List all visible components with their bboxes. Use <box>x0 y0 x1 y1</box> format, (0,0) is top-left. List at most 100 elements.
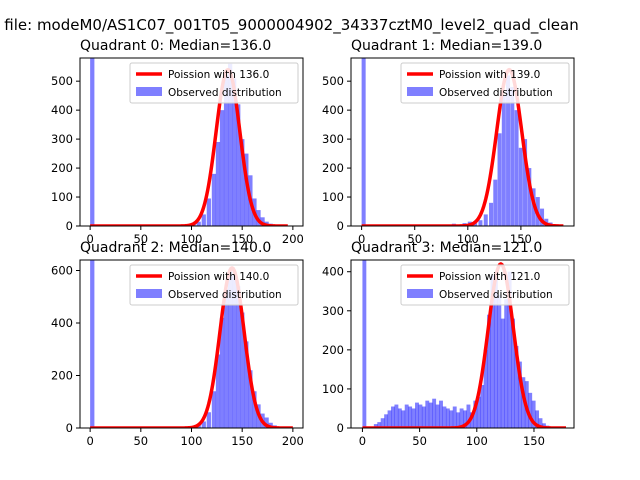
quadrant-2-legend: Poission with 140.0 Observed distribution <box>129 264 299 306</box>
quadrant-3-hist-bar-15 <box>421 406 426 428</box>
quadrant-3-hist-bar-38 <box>500 318 505 428</box>
quadrant-0-hist-bar-14 <box>240 139 245 226</box>
quadrant-3-hist-bar-2 <box>377 422 382 428</box>
quadrant-3-hist-bar-4 <box>384 414 389 428</box>
quadrant-3-hist-bar-30 <box>473 400 478 428</box>
quadrant-0-hist-bar-10 <box>223 75 229 226</box>
quadrant-3-hist-bar-17 <box>428 402 433 428</box>
quadrant-0-panel: Quadrant 0: Median=136.0 0 50 100 150 200 0 100… <box>51 38 304 246</box>
quadrant-3-legend-frame <box>400 264 570 306</box>
quadrant-3-panel: Quadrant 3: Median=121.0 0 50 100 150 0 100 200… <box>322 240 575 448</box>
quadrant-2-hist-bar-11 <box>227 270 233 428</box>
quadrant-1-ytick-label-2: 200 <box>322 161 344 175</box>
quadrant-0-legend: Poission with 136.0 Observed distribution <box>129 62 299 104</box>
quadrant-3-ytick-label-4: 400 <box>322 265 344 279</box>
quadrant-3-hist-bar-46 <box>528 392 533 428</box>
quadrant-1-hist-bar-17 <box>518 147 523 226</box>
quadrant-3-hist-bar-6 <box>391 406 395 428</box>
quadrant-3-hist-bar-41 <box>511 318 515 428</box>
quadrant-1-hist-bar-10 <box>489 202 494 226</box>
quadrant-0-hist-bar-6 <box>206 198 211 226</box>
quadrant-3-hist-bar-8 <box>397 408 402 428</box>
quadrant-0-legend-observed-label: Observed distribution <box>168 87 282 99</box>
quadrant-0-ytick-label-0: 0 <box>66 219 73 233</box>
quadrant-3-legend-observed-label: Observed distribution <box>439 289 553 301</box>
quadrant-2-plot-area <box>89 260 298 428</box>
quadrant-1-ytick-label-4: 400 <box>322 103 344 117</box>
quadrant-1-title: Quadrant 1: Median=139.0 <box>351 38 542 54</box>
quadrant-1-xtick-label-1: 50 <box>407 232 422 246</box>
quadrant-0-ytick-label-2: 200 <box>51 161 73 175</box>
subplot-grid: Quadrant 0: Median=136.0 0 50 100 150 200 0 100… <box>51 38 575 448</box>
quadrant-3-hist-bar-47 <box>531 400 536 428</box>
quadrant-0-hist-bar-5 <box>201 214 206 226</box>
quadrant-3-hist-bar-22 <box>445 408 450 428</box>
quadrant-1-xtick-label-2: 100 <box>457 232 479 246</box>
quadrant-2-hist-bar-6 <box>206 412 211 428</box>
quadrant-0-xtick-label-1: 50 <box>133 232 148 246</box>
quadrant-3-hist-bar-28 <box>466 404 471 428</box>
quadrant-2-xtick-label-3: 150 <box>231 434 253 448</box>
quadrant-1-hist-bar-7 <box>473 223 478 226</box>
quadrant-1-legend: Poission with 139.0 Observed distribution <box>400 62 570 104</box>
quadrant-0-hist-bar-19 <box>260 217 265 226</box>
quadrant-2-hist-bar-12 <box>232 275 237 428</box>
quadrant-0-hist-bar-13 <box>236 104 241 226</box>
quadrant-1-ytick-label-5: 500 <box>322 74 344 88</box>
quadrant-1-hist-bar-16 <box>514 110 519 226</box>
quadrant-3-hist-bar-37 <box>497 295 502 428</box>
quadrant-3-legend: Poission with 121.0 Observed distribution <box>400 264 570 306</box>
quadrant-0-title: Quadrant 0: Median=136.0 <box>80 38 271 54</box>
quadrant-1-legend-frame <box>400 62 570 104</box>
quadrant-3-hist-bar-7 <box>394 404 399 428</box>
quadrant-3-hist-bar-31 <box>476 396 481 428</box>
quadrant-2-title: Quadrant 2: Median=140.0 <box>80 240 271 256</box>
quadrant-3-hist-bar-12 <box>411 408 416 428</box>
quadrant-2-ytick-label-2: 400 <box>51 316 73 330</box>
quadrant-1-xtick-label-0: 0 <box>358 232 365 246</box>
quadrant-3-hist-bar-0 <box>362 260 367 428</box>
quadrant-2-hist-bar-13 <box>236 286 241 428</box>
quadrant-2-legend-observed-label: Observed distribution <box>168 289 282 301</box>
quadrant-1-ytick-label-1: 100 <box>322 190 344 204</box>
quadrant-3-hist-bar-20 <box>439 400 443 428</box>
quadrant-3-hist-bar-21 <box>442 406 447 428</box>
quadrant-2-xtick-label-2: 100 <box>181 434 203 448</box>
quadrant-0-legend-poisson-label: Poission with 136.0 <box>168 69 269 81</box>
quadrant-0-xtick-label-0: 0 <box>86 232 93 246</box>
quadrant-1-ytick-label-0: 0 <box>337 219 344 233</box>
quadrant-1-hist-bar-15 <box>510 86 515 226</box>
quadrant-2-ytick-label-3: 600 <box>51 264 73 278</box>
quadrant-2-hist-bar-0 <box>90 260 95 428</box>
quadrant-0-ytick-label-3: 300 <box>51 132 73 146</box>
quadrant-3-hist-bar-24 <box>452 406 457 428</box>
quadrant-3-hist-bar-40 <box>507 271 512 428</box>
quadrant-0-ytick-label-1: 100 <box>51 190 73 204</box>
quadrant-3-hist-bar-18 <box>432 398 437 428</box>
quadrant-2-legend-frame <box>129 264 299 306</box>
quadrant-3-hist-bar-23 <box>449 410 454 428</box>
quadrant-3-hist-bar-43 <box>517 361 522 428</box>
quadrant-3-hist-bar-9 <box>401 410 406 428</box>
quadrant-0-xtick-label-2: 100 <box>181 232 203 246</box>
quadrant-2-ytick-label-0: 0 <box>66 421 73 435</box>
quadrant-3-title: Quadrant 3: Median=121.0 <box>351 240 542 256</box>
quadrant-3-xtick-label-1: 50 <box>412 434 427 448</box>
quadrant-3-ytick-label-3: 300 <box>322 304 344 318</box>
quadrant-1-xtick-label-3: 150 <box>510 232 532 246</box>
quadrant-3-hist-bar-10 <box>404 404 409 428</box>
quadrant-3-xtick-label-0: 0 <box>359 434 366 448</box>
quadrant-0-hist-bar-12 <box>232 78 237 226</box>
quadrant-1-hist-bar-13 <box>501 95 506 226</box>
quadrant-3-hist-bar-16 <box>425 400 430 428</box>
quadrant-3-poisson-curve <box>361 262 567 428</box>
quadrant-0-poisson-curve <box>89 67 289 226</box>
quadrant-0-hist-bar-15 <box>244 153 249 226</box>
quadrant-1-legend-patch-swatch <box>407 87 433 96</box>
quadrant-0-hist-bar-0 <box>90 58 95 226</box>
quadrant-3-hist-bar-36 <box>493 279 498 428</box>
quadrant-0-legend-patch-swatch <box>136 87 162 96</box>
quadrant-1-hist-bar-14 <box>506 75 511 226</box>
quadrant-3-hist-bar-5 <box>387 410 392 428</box>
